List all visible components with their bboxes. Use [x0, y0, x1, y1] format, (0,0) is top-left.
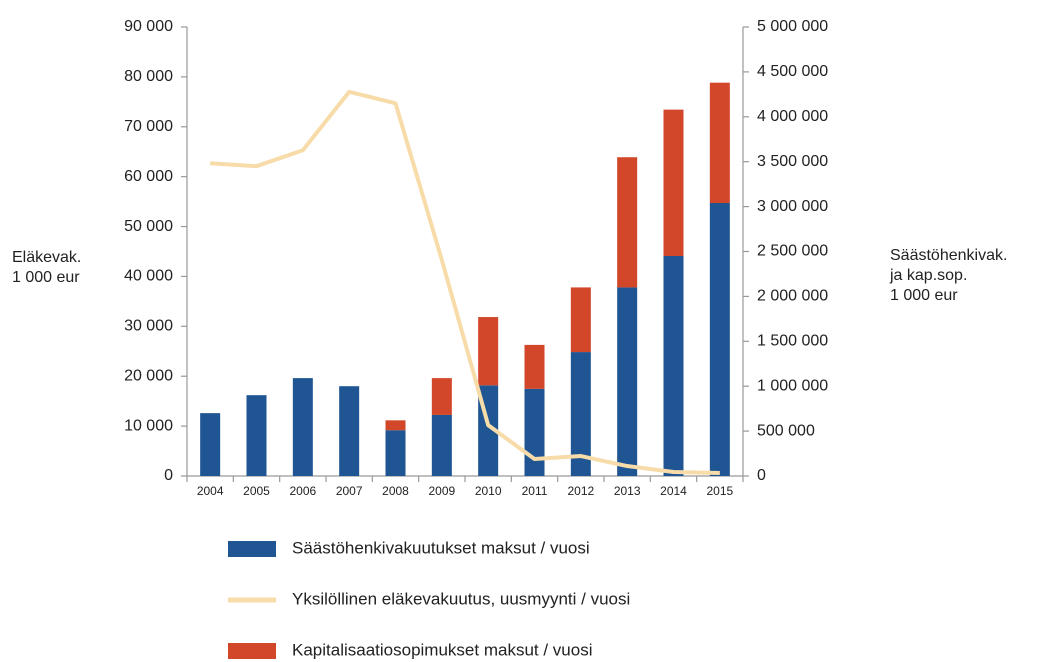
- line: [210, 89, 720, 476]
- y2-tick-label: 3 500 000: [757, 153, 828, 170]
- y-tick-label: 10 000: [124, 417, 173, 434]
- y2-tick-label: 4 500 000: [757, 63, 828, 80]
- legend-label: Yksilöllinen eläkevakuutus, uusmyynti / …: [292, 589, 630, 608]
- bar: [431, 414, 452, 476]
- x-tick-label: 2005: [243, 484, 270, 498]
- legend-swatch: [228, 643, 276, 659]
- y2-axis-label: ja kap.sop.: [889, 267, 967, 284]
- y2-tick-label: 4 000 000: [757, 108, 828, 125]
- bar: [663, 255, 684, 476]
- y2-tick-label: 5 000 000: [757, 18, 828, 35]
- x-tick-label: 2015: [706, 484, 733, 498]
- bar: [385, 430, 406, 476]
- bar: [617, 157, 638, 288]
- y-tick-label: 40 000: [124, 268, 173, 285]
- bar: [709, 82, 730, 204]
- bar: [200, 413, 221, 476]
- y-tick-label: 20 000: [124, 367, 173, 384]
- x-tick-label: 2011: [522, 484, 548, 498]
- bar: [709, 203, 730, 476]
- legend-label: Säästöhenkivakuutukset maksut / vuosi: [292, 538, 590, 557]
- y-axis-label: Eläkevak.: [12, 249, 81, 266]
- x-tick-label: 2012: [567, 484, 594, 498]
- legend-label: Kapitalisaatiosopimukset maksut / vuosi: [292, 640, 592, 659]
- x-tick-label: 2009: [428, 484, 455, 498]
- y-tick-label: 50 000: [124, 218, 173, 235]
- y-axis-label: 1 000 eur: [12, 269, 80, 286]
- legend-swatch: [228, 541, 276, 557]
- bar: [478, 317, 499, 386]
- y-tick-label: 0: [164, 467, 173, 484]
- y2-tick-label: 0: [757, 467, 766, 484]
- bar: [385, 420, 406, 431]
- y2-tick-label: 1 000 000: [757, 377, 828, 394]
- x-tick-label: 2014: [660, 484, 687, 498]
- y-tick-label: 80 000: [124, 68, 173, 85]
- x-tick-label: 2006: [289, 484, 316, 498]
- bar: [570, 287, 591, 353]
- y2-tick-label: 1 500 000: [757, 333, 828, 350]
- y-tick-label: 90 000: [124, 18, 173, 35]
- bar: [524, 344, 545, 389]
- y2-tick-label: 3 000 000: [757, 198, 828, 215]
- bar: [617, 287, 638, 476]
- bar: [292, 378, 313, 476]
- bar: [431, 378, 452, 415]
- y2-tick-label: 2 000 000: [757, 288, 828, 305]
- y2-tick-label: 2 500 000: [757, 243, 828, 260]
- y2-axis-label: Säästöhenkivak.: [890, 247, 1007, 264]
- bar: [663, 109, 684, 256]
- x-tick-label: 2008: [382, 484, 409, 498]
- bar: [246, 395, 267, 476]
- x-tick-label: 2010: [475, 484, 502, 498]
- x-tick-label: 2007: [336, 484, 363, 498]
- y2-tick-label: 500 000: [757, 422, 815, 439]
- y-tick-label: 70 000: [124, 118, 173, 135]
- y2-axis-label: 1 000 eur: [890, 287, 958, 304]
- bar: [570, 352, 591, 476]
- y-tick-label: 30 000: [124, 318, 173, 335]
- x-tick-label: 2013: [614, 484, 641, 498]
- bar: [524, 388, 545, 476]
- bar: [339, 386, 360, 476]
- y-tick-label: 60 000: [124, 168, 173, 185]
- x-tick-label: 2004: [197, 484, 224, 498]
